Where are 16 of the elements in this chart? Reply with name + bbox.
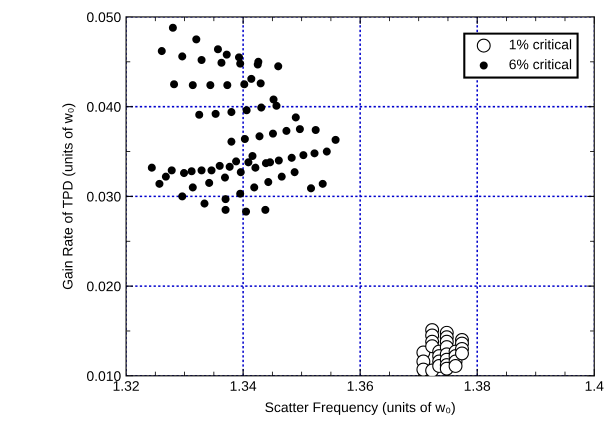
- legend-label: 6% critical: [509, 59, 572, 70]
- legend-label: 1% critical: [510, 39, 572, 50]
- y-tick-label: 0.030: [87, 192, 121, 202]
- x-tick-label: 1.34: [230, 381, 256, 391]
- x-tick-label: 1.32: [114, 381, 139, 391]
- x-axis-title: Scatter Frequency (units of w₀): [265, 402, 455, 415]
- y-tick-label: 0.040: [87, 102, 121, 112]
- x-tick-label: 1.38: [464, 381, 490, 391]
- y-tick-label: 0.010: [87, 371, 121, 382]
- y-axis-title: Gain Rate of TPD (units of w₀): [62, 104, 76, 290]
- point: [448, 359, 463, 373]
- point: [455, 346, 469, 360]
- y-tick-label: 0.020: [87, 281, 121, 292]
- x-tick-label: 1.4: [586, 381, 604, 391]
- y-tick-label: 0.050: [87, 12, 121, 22]
- x-tick-label: 1.36: [348, 381, 374, 391]
